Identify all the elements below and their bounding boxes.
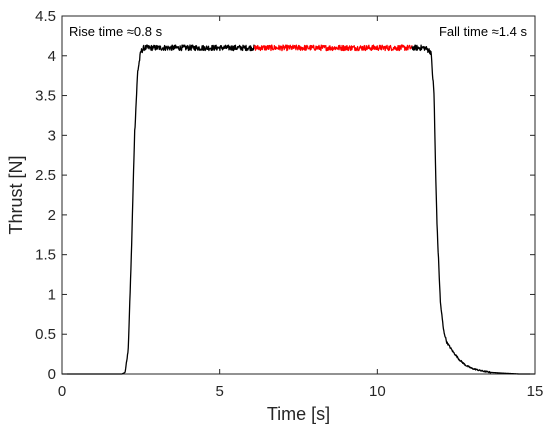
y-tick-label: 1.5 — [35, 247, 56, 264]
y-tick-label: 2.5 — [35, 167, 56, 184]
y-tick-label: 3 — [48, 127, 56, 144]
annotation-rise-time: Rise time ≈0.8 s — [69, 24, 163, 39]
y-axis-title: Thrust [N] — [6, 155, 26, 234]
plot-area — [61, 15, 536, 375]
series-line-2 — [411, 44, 536, 375]
series-layer — [61, 44, 536, 375]
y-tick-label: 4 — [48, 48, 56, 65]
y-tick-label: 1 — [48, 286, 56, 303]
x-tick-label: 5 — [215, 383, 223, 400]
y-tick-label: 0 — [48, 366, 56, 383]
y-tick-label: 4.5 — [35, 8, 56, 25]
axes-layer: 0 5 10 15 0 0.5 1 1.5 2 2.5 3 3.5 4 4.5 — [35, 8, 543, 400]
annotation-fall-time: Fall time ≈1.4 s — [439, 24, 528, 39]
y-tick-label: 2 — [48, 207, 56, 224]
series-line-0 — [61, 44, 255, 375]
series-line-1 — [253, 44, 413, 52]
x-tick-label: 10 — [369, 383, 386, 400]
y-tick-label: 3.5 — [35, 88, 56, 105]
y-tick-label: 0.5 — [35, 326, 56, 343]
x-tick-label: 15 — [527, 383, 544, 400]
x-tick-label: 0 — [58, 383, 66, 400]
x-axis-title: Time [s] — [267, 404, 330, 424]
